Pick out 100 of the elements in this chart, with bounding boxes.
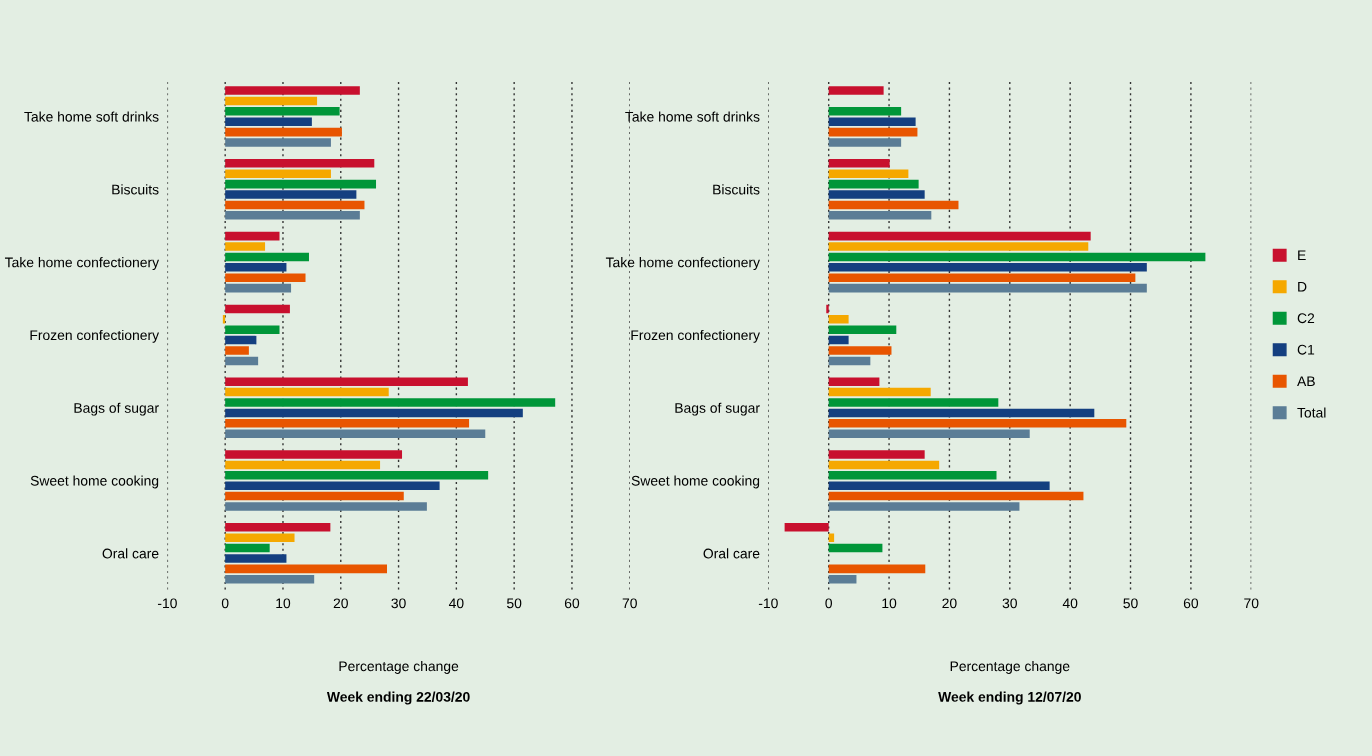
x-tick-label: 60 xyxy=(1183,598,1199,609)
legend-label: C1 xyxy=(1297,344,1315,355)
bar xyxy=(784,523,829,532)
bar xyxy=(828,86,884,95)
bar xyxy=(828,460,940,470)
x-tick-label: 0 xyxy=(221,598,229,609)
bar xyxy=(225,190,357,199)
bar xyxy=(225,346,249,355)
x-tick-label: 20 xyxy=(942,598,957,609)
bar xyxy=(828,346,892,355)
bar xyxy=(225,554,287,563)
legend-label: C2 xyxy=(1297,313,1315,324)
bar xyxy=(225,429,486,438)
legend-label: AB xyxy=(1297,376,1315,386)
bar xyxy=(225,398,556,407)
bar xyxy=(225,127,342,137)
text: Week ending 12/07/20 xyxy=(938,691,1081,705)
bar xyxy=(225,533,295,542)
y-tick-label: Biscuits xyxy=(112,184,159,195)
bar xyxy=(225,273,306,282)
bar xyxy=(225,283,292,293)
bar xyxy=(225,575,315,584)
bar xyxy=(828,179,919,189)
bar xyxy=(828,190,925,199)
bar xyxy=(225,377,468,386)
bar xyxy=(828,263,1147,272)
bar xyxy=(225,138,331,147)
bar xyxy=(225,211,360,220)
bar xyxy=(225,231,280,241)
bar xyxy=(225,408,523,418)
y-tick-label: Frozen confectionery xyxy=(30,329,160,343)
bar xyxy=(828,127,918,137)
bar xyxy=(828,283,1147,293)
y-tick-label: Sweet home cooking xyxy=(631,475,760,489)
bar xyxy=(828,491,1084,501)
legend-label: E xyxy=(1298,250,1306,261)
bar xyxy=(828,387,931,397)
x-tick-label: 50 xyxy=(506,598,522,609)
y-tick-label: Oral care xyxy=(703,548,760,559)
x-tick-label: 20 xyxy=(333,598,348,609)
bar xyxy=(225,481,440,490)
y-tick-label: Sweet home cooking xyxy=(30,475,159,489)
x-tick-label: 0 xyxy=(825,598,833,609)
bar xyxy=(828,200,959,210)
bar xyxy=(225,335,257,345)
bar xyxy=(225,419,470,428)
bar xyxy=(828,408,1095,418)
bar xyxy=(828,377,880,386)
x-tick-label: 30 xyxy=(1002,598,1017,609)
legend-label: Total xyxy=(1297,407,1326,418)
y-tick-label: Bags of sugar xyxy=(675,402,760,416)
bar xyxy=(225,523,331,532)
bar xyxy=(828,315,849,324)
bar xyxy=(828,533,835,542)
bar xyxy=(225,356,259,366)
bar xyxy=(828,429,1030,438)
bar xyxy=(225,169,331,178)
bar xyxy=(225,117,312,126)
x-axis-title: Percentage change xyxy=(950,660,1070,674)
bar xyxy=(828,242,1089,251)
bar xyxy=(828,575,857,584)
x-tick-label: -10 xyxy=(157,598,177,609)
bar xyxy=(225,450,403,459)
x-axis-title: Percentage change xyxy=(339,660,459,674)
bar xyxy=(828,211,932,220)
bar xyxy=(225,543,270,553)
bar xyxy=(225,242,266,251)
y-tick-label: Take home soft drinks xyxy=(24,111,159,122)
x-tick-label: -10 xyxy=(758,598,778,609)
bar xyxy=(828,159,890,168)
bar xyxy=(828,252,1206,262)
bar xyxy=(828,398,999,407)
x-tick-label: 10 xyxy=(882,598,897,609)
bar xyxy=(225,252,309,262)
bar xyxy=(828,543,883,553)
y-tick-label: Take home soft drinks xyxy=(625,111,760,122)
bar xyxy=(225,86,360,95)
bar xyxy=(225,502,427,511)
y-tick-label: Bags of sugar xyxy=(74,402,159,416)
legend-label: D xyxy=(1298,281,1307,292)
bar xyxy=(225,564,388,574)
bar xyxy=(828,481,1050,490)
bar xyxy=(828,107,902,116)
bar xyxy=(828,138,902,147)
x-tick-label: 30 xyxy=(391,598,406,609)
x-tick-label: 50 xyxy=(1123,598,1138,609)
bar xyxy=(828,564,926,574)
y-tick-label: Frozen confectionery xyxy=(631,329,760,343)
x-tick-label: 10 xyxy=(276,598,291,609)
y-tick-label: Biscuits xyxy=(713,184,760,195)
bar xyxy=(225,200,365,210)
x-tick-label: 40 xyxy=(448,598,464,609)
x-tick-label: 70 xyxy=(622,598,637,609)
bar xyxy=(828,169,909,178)
bar xyxy=(828,231,1091,241)
bar xyxy=(222,315,226,324)
x-tick-label: 60 xyxy=(564,598,580,609)
bar xyxy=(225,387,389,397)
bar xyxy=(828,117,916,126)
x-tick-label: 70 xyxy=(1244,598,1259,609)
